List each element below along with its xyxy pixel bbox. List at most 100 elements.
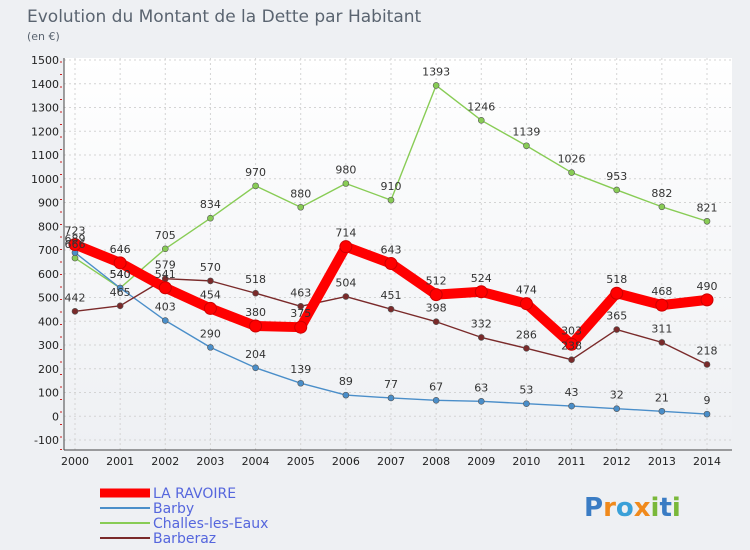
y-tick-label: 400 (38, 315, 59, 328)
data-point (477, 117, 485, 124)
data-label: 63 (474, 381, 488, 394)
x-tick-label: 2013 (648, 455, 676, 468)
data-label: 311 (651, 322, 672, 335)
data-point (339, 240, 353, 254)
x-tick-label: 2002 (151, 455, 179, 468)
data-label: 465 (110, 286, 131, 299)
data-label: 821 (697, 201, 718, 214)
data-point (387, 196, 395, 204)
data-point (523, 142, 530, 150)
data-label: 303 (561, 324, 582, 337)
data-point (610, 286, 624, 300)
data-point (342, 180, 350, 187)
data-label: 67 (429, 380, 443, 393)
y-tick-label: 1200 (31, 125, 59, 138)
data-labels: 666 540 705 834 970 880 980 910 1393 1246 1139 1026… (65, 65, 718, 407)
legend-label: Barby (153, 501, 194, 517)
data-point (655, 298, 669, 312)
data-label: 238 (561, 340, 582, 353)
y-tick-label: 1300 (31, 102, 59, 115)
data-point (613, 405, 621, 412)
data-label: 398 (426, 302, 447, 315)
data-label: 705 (155, 229, 176, 242)
data-label: 504 (335, 277, 356, 290)
data-point (523, 400, 530, 407)
data-point (429, 288, 443, 302)
data-label: 689 (65, 233, 86, 246)
data-label: 77 (384, 378, 398, 391)
data-label: 490 (697, 280, 718, 293)
data-label: 524 (471, 272, 492, 285)
data-point (249, 319, 263, 333)
data-point (252, 364, 259, 372)
data-point (703, 217, 711, 225)
data-point (207, 214, 214, 222)
y-tick-label: 0 (52, 410, 59, 423)
data-point (658, 407, 666, 415)
data-label: 375 (290, 307, 311, 320)
y-tick-label: 1400 (31, 78, 59, 91)
data-label: 468 (651, 285, 672, 298)
data-point (613, 186, 621, 194)
data-label: 139 (290, 363, 311, 376)
data-label: 834 (200, 198, 221, 211)
data-label: 579 (155, 259, 176, 272)
data-label: 953 (606, 170, 627, 183)
data-label: 218 (697, 344, 718, 357)
data-label: 53 (519, 384, 533, 397)
data-point (432, 82, 440, 89)
axes: -100 0 100 200 300 400 500 600 700 800 900 1000 1100… (31, 54, 732, 468)
plot-area (64, 58, 732, 450)
x-tick-label: 2008 (422, 455, 450, 468)
data-label: 286 (516, 328, 537, 341)
data-label: 666 (65, 238, 86, 251)
data-point (297, 203, 305, 211)
data-point (568, 356, 575, 364)
y-tick-label: 1100 (31, 149, 59, 162)
x-tick-label: 2014 (693, 455, 721, 468)
data-point (252, 182, 259, 190)
data-point (474, 285, 488, 299)
series-la-ravoire (68, 238, 714, 351)
data-point (342, 391, 350, 399)
data-point (68, 238, 82, 252)
y-tick-label: 1000 (31, 173, 59, 186)
data-label: 723 (65, 225, 86, 238)
data-point (207, 344, 214, 351)
data-point (297, 302, 305, 310)
data-label: 980 (335, 164, 356, 177)
data-label: 646 (110, 243, 131, 256)
data-label: 512 (426, 275, 447, 288)
chart-unit: (en €) (27, 30, 60, 43)
legend-label: Barberaz (153, 531, 216, 547)
data-label: 442 (65, 291, 86, 304)
data-label: 540 (110, 268, 131, 281)
data-label: 540 (110, 268, 131, 281)
data-point (116, 302, 124, 310)
y-tick-label: 100 (38, 387, 59, 400)
x-tick-label: 2003 (196, 455, 224, 468)
data-label: 474 (516, 284, 537, 297)
data-label: 541 (155, 268, 176, 281)
x-tick-label: 2000 (61, 455, 89, 468)
data-point (658, 203, 666, 211)
y-tick-label: 900 (38, 197, 59, 210)
data-label: 32 (610, 389, 624, 402)
data-label: 880 (290, 187, 311, 200)
x-tick-label: 2005 (287, 455, 315, 468)
data-point (565, 337, 579, 351)
data-point (161, 317, 169, 324)
data-point (387, 394, 395, 402)
data-label: 970 (245, 166, 266, 179)
y-tick-label: -100 (34, 434, 59, 447)
data-point (477, 334, 485, 341)
data-point (700, 293, 714, 307)
data-point (161, 245, 169, 253)
data-point (613, 326, 621, 333)
data-label: 204 (245, 348, 266, 361)
x-tick-label: 2001 (106, 455, 134, 468)
data-point (568, 402, 575, 410)
y-tick-label: 300 (38, 339, 59, 352)
